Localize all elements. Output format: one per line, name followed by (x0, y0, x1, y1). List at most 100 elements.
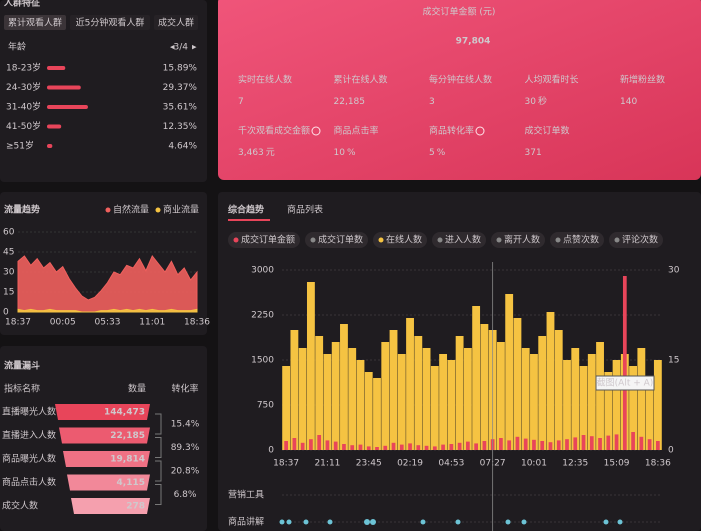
bar (653, 360, 662, 450)
bar (408, 443, 412, 450)
bar (656, 441, 660, 450)
bar (416, 445, 421, 450)
metric-number: 371 (525, 148, 542, 158)
funnel-label: 商品曝光人数 (2, 453, 56, 465)
bar (556, 440, 561, 450)
tab[interactable] (4, 15, 66, 30)
bar (499, 438, 503, 450)
bar (604, 372, 613, 450)
panel-title: 人群特征 (3, 0, 40, 9)
bar (389, 330, 398, 450)
age-bar (47, 66, 66, 70)
metric-chip[interactable] (373, 232, 427, 248)
bar (639, 436, 644, 450)
chip-dot (310, 237, 316, 243)
metric-chip[interactable] (432, 232, 486, 248)
x-tick-label: 18:36 (184, 318, 210, 328)
pager-arrow[interactable]: ◂ (170, 43, 175, 53)
rate: 20.8% (171, 467, 200, 477)
bracket (155, 413, 162, 435)
metric-chip[interactable] (228, 232, 300, 248)
y-tick-label: 3000 (251, 266, 274, 276)
bracket (155, 484, 162, 505)
bar (637, 348, 646, 450)
x-tick-label: 00:05 (50, 318, 76, 328)
chip-dot (437, 237, 443, 243)
row-value: 29.37% (163, 83, 198, 93)
bar (292, 438, 297, 450)
bar (422, 348, 431, 450)
age-bar (47, 105, 88, 109)
tab-label: 近5分钟观看人群 (76, 17, 145, 29)
y2-tick-label: 15 (668, 356, 679, 366)
summary-title: 成交订单金额 (元) (423, 6, 496, 18)
info-icon[interactable] (311, 126, 321, 136)
y-tick-label: 750 (257, 401, 274, 411)
metric-chip[interactable] (305, 232, 368, 248)
metric-value: 30 秒 (525, 95, 547, 107)
event-dot (521, 519, 527, 525)
metric-label: 成交订单数 (525, 125, 570, 137)
metric-value: 140 (620, 97, 637, 107)
bar (290, 330, 299, 450)
metric-number: 7 (238, 97, 244, 107)
chip-label: 评论次数 (622, 234, 658, 246)
event-dot (279, 519, 285, 525)
tooltip: 截图(Alt + A) (597, 377, 654, 389)
metric-label: 千次观看成交金额 (238, 125, 310, 137)
bar (366, 446, 371, 450)
event-dot (505, 519, 511, 525)
bar (645, 378, 654, 450)
bar (530, 354, 538, 450)
metric-chip[interactable] (550, 232, 604, 248)
bar (325, 440, 330, 450)
funnel-bar (71, 498, 150, 514)
x-tick-label: 02:19 (397, 459, 423, 469)
bar (540, 441, 545, 450)
bar (480, 324, 489, 450)
tab[interactable]: 商品列表 (287, 204, 323, 216)
bar (581, 435, 586, 450)
bar (358, 444, 363, 450)
row-label: ≥51岁 (6, 140, 34, 152)
x-tick-label: 18:36 (645, 459, 671, 469)
bar (538, 336, 547, 450)
bar (579, 366, 588, 450)
funnel-label: 商品点击人数 (2, 476, 56, 488)
metric-chip[interactable] (491, 232, 545, 248)
funnel-value: 4,115 (117, 478, 145, 488)
tab[interactable] (154, 15, 198, 30)
bar (571, 348, 580, 450)
tab[interactable] (70, 15, 150, 30)
bar (340, 324, 348, 450)
event-dot (303, 519, 309, 525)
bar (596, 342, 604, 450)
bar (563, 360, 571, 450)
chip-label: 成交订单数 (318, 234, 363, 246)
event-dot (327, 519, 333, 525)
bar (430, 366, 439, 450)
metric-number: 10 (334, 148, 346, 158)
summary-panel (218, 0, 701, 180)
row-value: 15.89% (163, 64, 198, 74)
chip-dot (496, 237, 502, 243)
age-bar (47, 144, 53, 148)
bar (482, 441, 487, 450)
x-tick-label: 10:01 (521, 459, 547, 469)
funnel-value: 22,185 (110, 431, 145, 441)
bar (397, 354, 406, 450)
metric-chip[interactable] (609, 232, 663, 248)
metric-value: 10% (334, 148, 356, 158)
row-value: 12.35% (163, 122, 198, 132)
info-icon[interactable] (475, 126, 485, 136)
tab[interactable]: 综合趋势 (228, 204, 264, 216)
bar (546, 312, 555, 450)
bar (284, 441, 288, 450)
y-tick-label: 2250 (251, 311, 274, 321)
pager-arrow[interactable]: ▸ (192, 43, 197, 53)
row-label: 18-23岁 (6, 62, 41, 74)
bar (399, 444, 404, 450)
bar (505, 294, 514, 450)
bar (507, 440, 512, 450)
